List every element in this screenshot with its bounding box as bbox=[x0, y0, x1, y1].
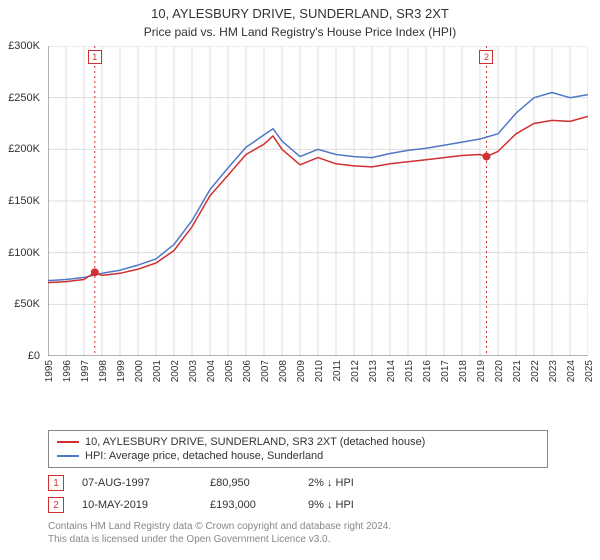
marker-row: 2 10-MAY-2019 £193,000 9% ↓ HPI bbox=[48, 494, 548, 516]
x-tick-label: 2009 bbox=[296, 360, 307, 382]
x-tick-label: 1998 bbox=[98, 360, 109, 382]
x-tick-label: 1999 bbox=[116, 360, 127, 382]
marker-table: 1 07-AUG-1997 £80,950 2% ↓ HPI 2 10-MAY-… bbox=[48, 472, 548, 516]
x-tick-label: 1996 bbox=[62, 360, 73, 382]
x-tick-label: 2016 bbox=[422, 360, 433, 382]
marker-pct: 2% ↓ HPI bbox=[308, 477, 408, 489]
x-tick-label: 2020 bbox=[494, 360, 505, 382]
legend-label: 10, AYLESBURY DRIVE, SUNDERLAND, SR3 2XT… bbox=[85, 436, 425, 448]
marker-price: £193,000 bbox=[210, 499, 290, 511]
x-tick-label: 2025 bbox=[584, 360, 595, 382]
chart-marker-badge: 1 bbox=[88, 50, 102, 64]
footnote: Contains HM Land Registry data © Crown c… bbox=[48, 520, 568, 546]
chart-title: 10, AYLESBURY DRIVE, SUNDERLAND, SR3 2XT bbox=[0, 0, 600, 23]
marker-pct: 9% ↓ HPI bbox=[308, 499, 408, 511]
chart-container: 10, AYLESBURY DRIVE, SUNDERLAND, SR3 2XT… bbox=[0, 0, 600, 560]
y-axis: £0£50K£100K£150K£200K£250K£300K bbox=[0, 46, 44, 356]
x-tick-label: 2017 bbox=[440, 360, 451, 382]
x-tick-label: 2003 bbox=[188, 360, 199, 382]
marker-badge-2: 2 bbox=[48, 497, 64, 513]
x-tick-label: 2018 bbox=[458, 360, 469, 382]
x-tick-label: 2011 bbox=[332, 360, 343, 382]
x-tick-label: 2019 bbox=[476, 360, 487, 382]
chart-plot-area bbox=[48, 46, 588, 396]
marker-badge-1: 1 bbox=[48, 475, 64, 491]
x-tick-label: 1997 bbox=[80, 360, 91, 382]
x-tick-label: 2015 bbox=[404, 360, 415, 382]
footnote-line: This data is licensed under the Open Gov… bbox=[48, 533, 568, 546]
y-tick-label: £200K bbox=[8, 143, 40, 155]
x-tick-label: 2000 bbox=[134, 360, 145, 382]
marker-date: 07-AUG-1997 bbox=[82, 477, 192, 489]
legend-label: HPI: Average price, detached house, Sund… bbox=[85, 450, 323, 462]
x-tick-label: 2008 bbox=[278, 360, 289, 382]
chart-subtitle: Price paid vs. HM Land Registry's House … bbox=[0, 23, 600, 39]
x-tick-label: 1995 bbox=[44, 360, 55, 382]
x-tick-label: 2012 bbox=[350, 360, 361, 382]
y-tick-label: £100K bbox=[8, 247, 40, 259]
x-tick-label: 2002 bbox=[170, 360, 181, 382]
y-tick-label: £250K bbox=[8, 92, 40, 104]
x-tick-label: 2014 bbox=[386, 360, 397, 382]
chart-marker-badge: 2 bbox=[479, 50, 493, 64]
x-tick-label: 2004 bbox=[206, 360, 217, 382]
y-tick-label: £150K bbox=[8, 195, 40, 207]
x-tick-label: 2001 bbox=[152, 360, 163, 382]
y-tick-label: £0 bbox=[28, 350, 40, 362]
x-tick-label: 2021 bbox=[512, 360, 523, 382]
x-tick-label: 2022 bbox=[530, 360, 541, 382]
y-tick-label: £50K bbox=[14, 298, 40, 310]
legend-swatch bbox=[57, 441, 79, 443]
y-tick-label: £300K bbox=[8, 40, 40, 52]
x-tick-label: 2007 bbox=[260, 360, 271, 382]
x-tick-label: 2006 bbox=[242, 360, 253, 382]
legend-item-hpi: HPI: Average price, detached house, Sund… bbox=[57, 449, 539, 463]
legend-swatch bbox=[57, 455, 79, 457]
x-axis: 1995199619971998199920002001200220032004… bbox=[48, 360, 588, 420]
x-tick-label: 2023 bbox=[548, 360, 559, 382]
marker-date: 10-MAY-2019 bbox=[82, 499, 192, 511]
x-tick-label: 2013 bbox=[368, 360, 379, 382]
footnote-line: Contains HM Land Registry data © Crown c… bbox=[48, 520, 568, 533]
marker-row: 1 07-AUG-1997 £80,950 2% ↓ HPI bbox=[48, 472, 548, 494]
marker-price: £80,950 bbox=[210, 477, 290, 489]
legend-item-price-paid: 10, AYLESBURY DRIVE, SUNDERLAND, SR3 2XT… bbox=[57, 435, 539, 449]
x-tick-label: 2010 bbox=[314, 360, 325, 382]
legend: 10, AYLESBURY DRIVE, SUNDERLAND, SR3 2XT… bbox=[48, 430, 548, 468]
x-tick-label: 2005 bbox=[224, 360, 235, 382]
x-tick-label: 2024 bbox=[566, 360, 577, 382]
